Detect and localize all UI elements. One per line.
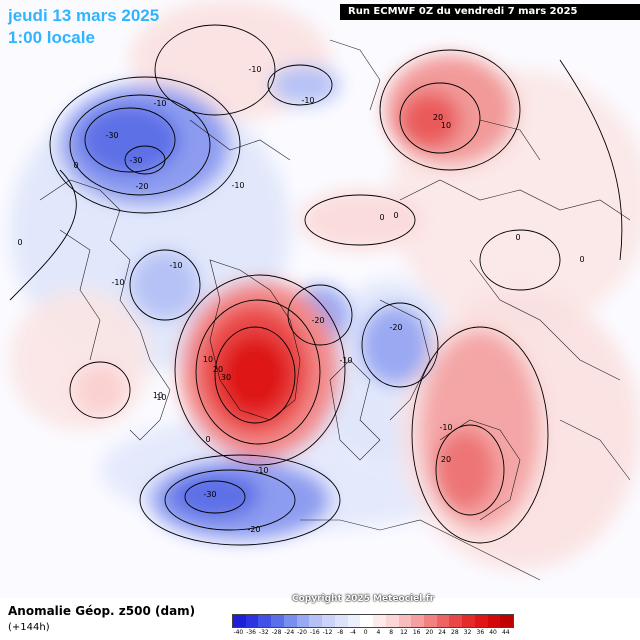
coastlines (39, 39, 631, 581)
contour-label: 0 (73, 161, 78, 170)
contour-label: 30 (221, 373, 231, 382)
footer-subtitle: (+144h) (8, 622, 50, 633)
legend-label: 32 (463, 629, 472, 636)
legend-swatch (360, 615, 374, 627)
contour-label: 20 (433, 113, 443, 122)
contour-label: 0 (579, 255, 584, 264)
legend-label: 16 (412, 629, 421, 636)
legend-swatch (424, 615, 437, 627)
legend-label: -28 (271, 629, 282, 636)
legend-swatch (449, 615, 463, 627)
contour-label: -20 (247, 525, 260, 534)
legend-label: -12 (322, 629, 333, 636)
legend-swatch (385, 615, 399, 627)
legend-label: 36 (476, 629, 485, 636)
contour-label: 20 (213, 365, 223, 374)
legend-swatch (334, 615, 348, 627)
legend-label: -36 (246, 629, 256, 636)
color-legend (232, 614, 514, 628)
contour-label: 0 (17, 238, 22, 247)
legend-label: 44 (501, 629, 510, 636)
legend-swatch (233, 615, 246, 627)
copyright: Copyright 2025 Meteociel.fr (292, 594, 435, 604)
legend-swatch (309, 615, 323, 627)
forecast-date: jeudi 13 mars 2025 (8, 6, 160, 25)
contour-label: -20 (135, 182, 148, 191)
contour-label: 0 (205, 435, 210, 444)
contour-label: -20 (389, 323, 402, 332)
contour-label: -10 (339, 356, 352, 365)
contour-label: -10 (439, 423, 452, 432)
legend-label: 8 (389, 629, 394, 636)
contour-label: -10 (153, 393, 166, 402)
contour-label: -30 (203, 490, 216, 499)
contour-label: 0 (515, 233, 520, 242)
legend-swatch (245, 615, 259, 627)
legend-swatch (462, 615, 475, 627)
legend-swatch (411, 615, 425, 627)
legend-swatch (271, 615, 284, 627)
contour-label: 0 (393, 211, 398, 220)
legend-swatch (283, 615, 297, 627)
contour-label: -10 (111, 278, 124, 287)
contour-label: 10 (441, 121, 451, 130)
legend-swatch (487, 615, 501, 627)
legend-label: 20 (425, 629, 434, 636)
legend-swatch (398, 615, 412, 627)
legend-labels: -40 -36 -32 -28 -24 -20 -16 -12 -8 -4 0 4 8 12 16 20 24 2… (232, 629, 512, 639)
contour-label: 20 (441, 455, 451, 464)
legend-swatch (347, 615, 361, 627)
contour-label: -20 (311, 316, 324, 325)
legend-label: 28 (451, 629, 459, 636)
legend-label: -32 (258, 629, 269, 636)
contour-label: 10 (203, 355, 213, 364)
legend-swatch (258, 615, 272, 627)
legend-swatch (296, 615, 310, 627)
contour-label: -10 (301, 96, 314, 105)
contour-labels: -10-10-30-30-20 -100-10-10102030-20-20-10… (17, 65, 584, 534)
contour-label: -10 (248, 65, 261, 74)
legend-swatch (436, 615, 450, 627)
legend-label: 12 (400, 629, 408, 636)
legend-swatch (474, 615, 488, 627)
legend-label: -4 (349, 629, 356, 636)
contour-lines (9, 24, 623, 546)
contour-label: -10 (169, 261, 182, 270)
contour-label: 0 (379, 213, 384, 222)
legend-label: 24 (438, 629, 446, 636)
contour-label: -10 (231, 181, 244, 190)
contour-label: -30 (105, 131, 118, 140)
legend-label: 0 (363, 629, 368, 636)
contour-label: 10 (153, 391, 163, 400)
legend-swatch (373, 615, 386, 627)
contour-label: -10 (255, 466, 268, 475)
legend-label: -40 (233, 629, 244, 636)
run-info: Run ECMWF 0Z du vendredi 7 mars 2025 (340, 4, 640, 20)
legend-label: 40 (489, 629, 497, 636)
legend-label: -24 (284, 629, 295, 636)
legend-label: -8 (337, 629, 344, 636)
forecast-time: 1:00 locale (8, 28, 95, 47)
footer-title: Anomalie Géop. z500 (dam) (8, 604, 196, 618)
legend-label: -20 (297, 629, 307, 636)
legend-label: -16 (309, 629, 320, 636)
contour-label: -30 (129, 156, 142, 165)
legend-label: 4 (376, 629, 381, 636)
legend-swatch (322, 615, 335, 627)
legend-swatch (500, 615, 514, 627)
contour-label: -10 (153, 99, 166, 108)
